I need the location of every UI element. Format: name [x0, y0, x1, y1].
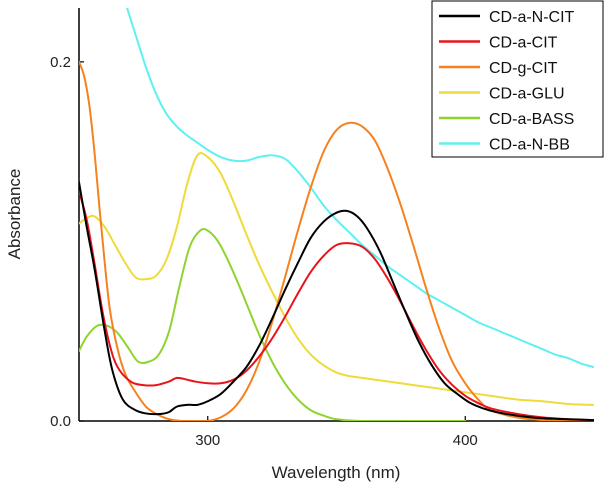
legend-label-cd-a-cit: CD-a-CIT: [489, 35, 558, 52]
series-line-cd-g-cit: [79, 60, 594, 421]
x-axis-ticks: 300 400: [195, 416, 478, 449]
legend-label-cd-g-cit: CD-g-CIT: [489, 60, 558, 77]
legend-box: [431, 0, 604, 158]
x-tick-label: 400: [453, 432, 478, 449]
x-tick-label: 300: [195, 432, 220, 449]
series-line-cd-a-n-cit: [79, 181, 594, 421]
legend-label-cd-a-n-bb: CD-a-N-BB: [489, 137, 570, 154]
series-line-cd-a-glu: [79, 152, 594, 406]
series-group: [79, 8, 594, 421]
legend: CD-a-N-CIT CD-a-CIT CD-g-CIT CD-a-GLU CD-a-B…: [431, 0, 604, 158]
legend-label-cd-a-glu: CD-a-GLU: [489, 86, 565, 103]
legend-label-cd-a-bass: CD-a-BASS: [489, 111, 574, 128]
x-axis-title: Wavelength (nm): [272, 463, 401, 482]
y-axis-title: Absorbance: [5, 169, 24, 260]
series-line-cd-a-n-bb: [126, 8, 594, 369]
y-axis-ticks: 0.0 0.2: [50, 54, 84, 430]
series-line-cd-a-cit: [79, 190, 594, 421]
legend-label-cd-a-n-cit: CD-a-N-CIT: [489, 9, 575, 26]
series-line-cd-a-bass: [79, 227, 467, 421]
y-tick-label: 0.2: [50, 54, 71, 71]
y-tick-label: 0.0: [50, 413, 71, 430]
